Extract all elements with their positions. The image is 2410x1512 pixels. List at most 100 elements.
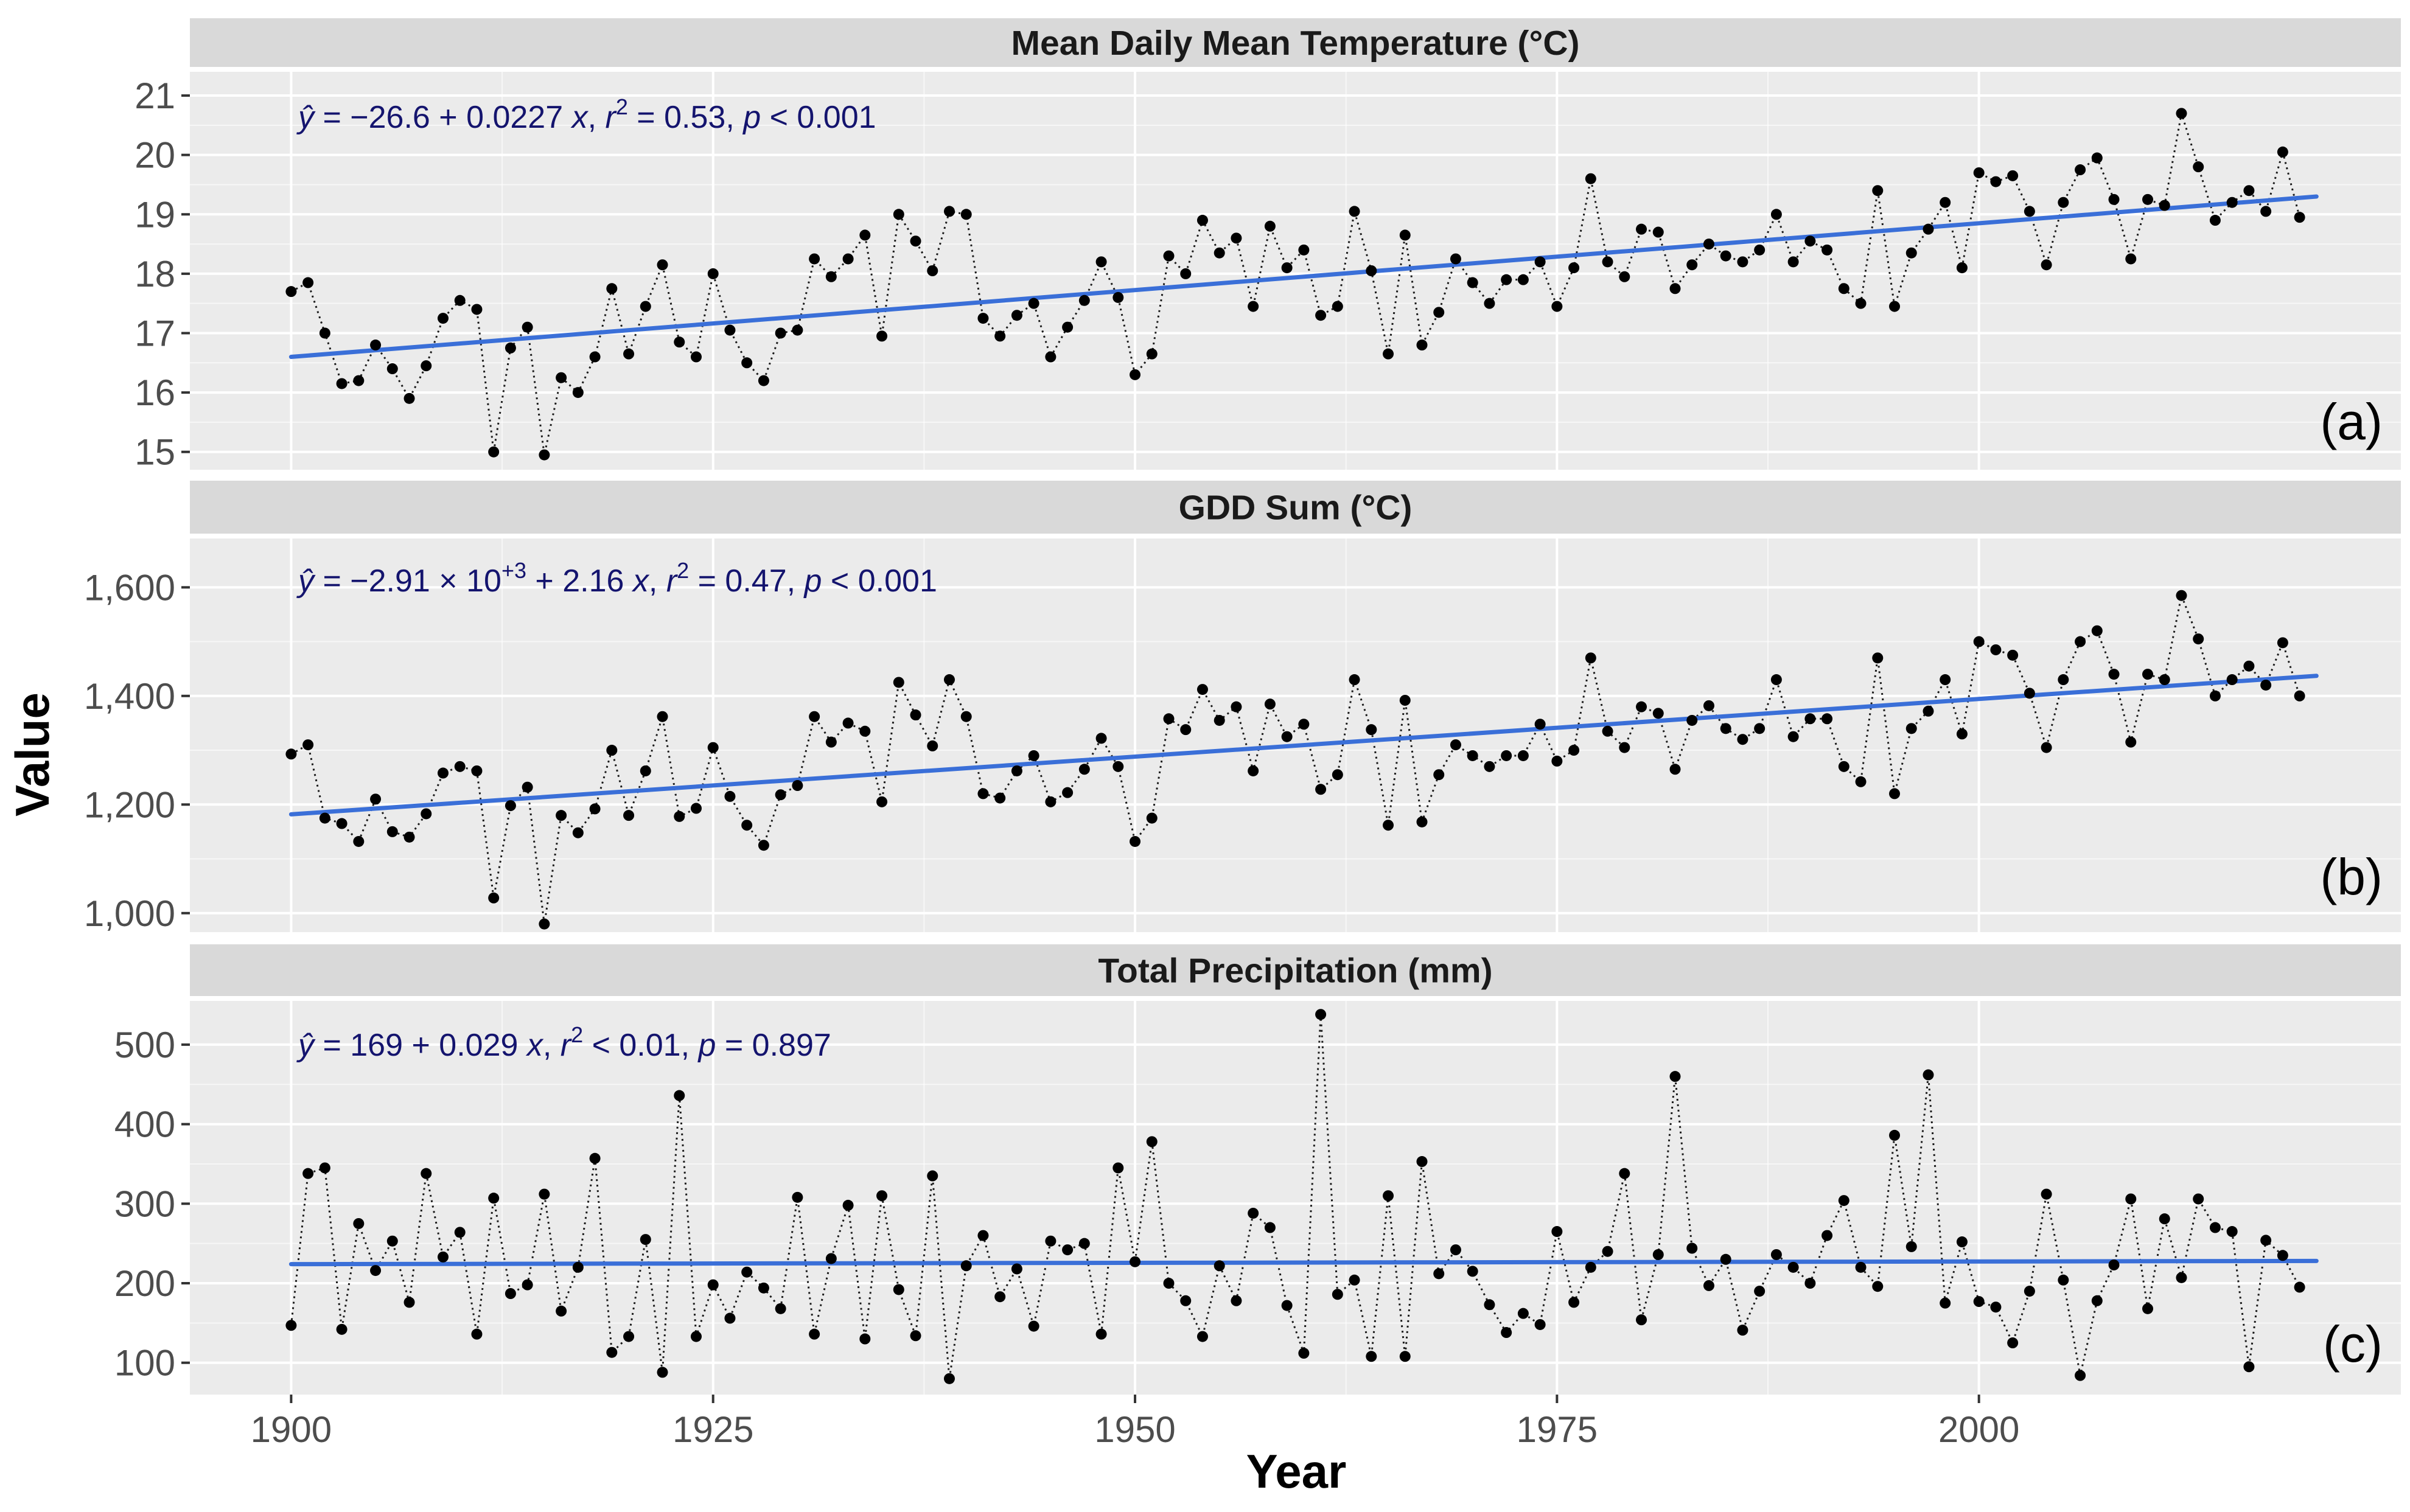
data-point — [1298, 1348, 1310, 1359]
data-point — [623, 1331, 635, 1342]
data-point — [1990, 644, 2002, 655]
data-point — [1636, 701, 1647, 712]
y-tick-label: 300 — [114, 1183, 175, 1224]
data-point — [842, 1199, 854, 1211]
data-point — [1011, 1263, 1022, 1275]
data-point — [1298, 244, 1310, 256]
data-point — [1467, 277, 1478, 288]
data-point — [1652, 1249, 1664, 1260]
data-point — [572, 387, 584, 399]
data-point — [1399, 1351, 1411, 1362]
data-point — [1180, 1295, 1192, 1306]
y-tick-label: 1,000 — [84, 893, 175, 934]
data-point — [724, 790, 736, 802]
data-point — [1484, 298, 1495, 309]
equation-part: < 0.001 — [822, 563, 937, 599]
trend-line — [288, 194, 2319, 360]
data-point — [1416, 1156, 1428, 1168]
equation-part: = 0.897 — [716, 1028, 831, 1063]
data-point — [1281, 262, 1293, 274]
data-point — [1669, 283, 1681, 294]
equation-part: , — [588, 100, 606, 135]
data-point — [1011, 310, 1022, 321]
data-point — [1146, 812, 1158, 824]
data-point — [539, 449, 550, 461]
data-point — [1720, 723, 1731, 734]
data-point — [1450, 739, 1461, 751]
data-point — [1366, 265, 1377, 276]
data-point — [1940, 674, 1951, 686]
data-point — [775, 789, 786, 801]
data-point — [741, 357, 753, 369]
data-point — [2108, 193, 2120, 205]
data-point — [1568, 1297, 1580, 1308]
data-point — [1669, 1071, 1681, 1082]
trend-line — [288, 1258, 2319, 1267]
data-point — [1568, 745, 1580, 756]
data-point — [572, 827, 584, 838]
data-point — [1821, 713, 1833, 725]
data-point — [2243, 185, 2255, 197]
data-point — [285, 748, 297, 760]
data-point — [2159, 674, 2170, 686]
data-point — [1349, 1274, 1360, 1286]
data-point — [1821, 1230, 1833, 1241]
data-point — [1281, 731, 1293, 742]
data-point — [1062, 787, 1074, 798]
data-point — [370, 793, 382, 805]
data-point — [2024, 688, 2035, 699]
data-point — [336, 378, 348, 389]
data-point — [2108, 1259, 2120, 1270]
data-point — [1973, 167, 1985, 178]
data-point — [1787, 256, 1799, 268]
data-point — [724, 324, 736, 336]
data-point — [927, 740, 938, 751]
data-point — [471, 304, 483, 315]
data-point — [1196, 1331, 1208, 1342]
data-point — [1686, 259, 1698, 271]
data-point — [1585, 173, 1596, 184]
data-point — [758, 1282, 769, 1294]
data-point — [1804, 1278, 1816, 1289]
equation-part: = 0.47, — [689, 563, 804, 599]
data-point — [1940, 1297, 1951, 1309]
equation-part: ŷ — [296, 1028, 316, 1063]
panel-background — [190, 538, 2401, 932]
data-point — [2041, 259, 2052, 271]
data-point — [403, 831, 415, 843]
data-point — [2024, 206, 2035, 217]
data-point — [471, 1328, 483, 1340]
data-point — [1602, 1245, 1613, 1257]
data-point — [1095, 733, 1107, 744]
panel-2: GDD Sum (°C) 1,000 1,200 1,400 1,600 ŷ = −2.9… — [84, 481, 2401, 934]
data-point — [1838, 1195, 1849, 1207]
data-point — [825, 1253, 837, 1264]
y-tick-label: 200 — [114, 1263, 175, 1304]
panel-label: (a) — [2320, 393, 2383, 450]
data-point — [2193, 161, 2204, 173]
data-point — [556, 1305, 567, 1317]
data-point — [1517, 274, 1529, 285]
data-point — [1315, 310, 1327, 321]
data-point — [437, 767, 449, 779]
data-point — [1146, 1136, 1158, 1148]
data-point — [319, 812, 330, 824]
data-point — [623, 810, 635, 821]
data-point — [977, 1230, 989, 1241]
data-point — [370, 1265, 382, 1277]
data-point — [2125, 736, 2137, 748]
equation-part: < 0.001 — [761, 100, 876, 135]
y-axis-title: Value — [5, 692, 59, 817]
data-point — [657, 1367, 668, 1378]
y-tick-label: 19 — [134, 194, 175, 235]
data-point — [2176, 108, 2187, 119]
data-point — [505, 800, 516, 812]
data-point — [1619, 742, 1630, 753]
data-point — [2007, 170, 2019, 181]
data-point — [1855, 776, 1867, 787]
data-point — [2108, 669, 2120, 680]
equation-part: r — [666, 563, 679, 599]
data-point — [522, 321, 533, 333]
data-point — [1163, 250, 1175, 262]
data-point — [758, 375, 769, 386]
